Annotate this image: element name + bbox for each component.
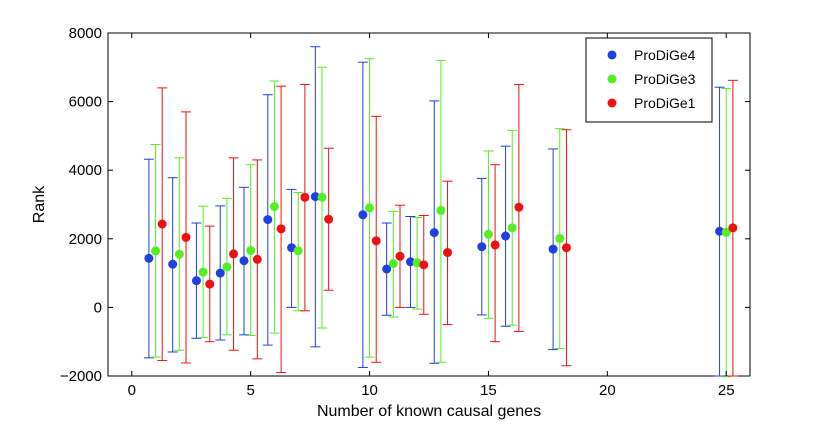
y-tick-label: 2000 bbox=[69, 231, 102, 248]
x-tick-label: 25 bbox=[718, 382, 735, 399]
data-point bbox=[252, 254, 262, 264]
data-point bbox=[310, 192, 320, 202]
data-point bbox=[501, 231, 511, 241]
data-point bbox=[174, 249, 184, 259]
legend-label: ProDiGe3 bbox=[634, 71, 696, 87]
data-point bbox=[151, 246, 161, 256]
data-point bbox=[555, 233, 565, 243]
data-point bbox=[371, 236, 381, 246]
series-prodige3 bbox=[150, 58, 732, 378]
y-axis-title: Rank bbox=[31, 185, 48, 223]
y-tick-label: 0 bbox=[94, 299, 102, 316]
data-point bbox=[388, 258, 398, 268]
data-point bbox=[317, 192, 327, 202]
legend: ProDiGe4 ProDiGe3 ProDiGe1 bbox=[585, 37, 713, 123]
data-point bbox=[144, 253, 154, 263]
data-point bbox=[293, 246, 303, 256]
data-point bbox=[365, 203, 375, 213]
x-tick-label: 0 bbox=[128, 382, 136, 399]
data-point bbox=[483, 229, 493, 239]
plot-area bbox=[107, 32, 751, 377]
data-point bbox=[205, 279, 215, 289]
legend-box bbox=[585, 37, 713, 123]
data-point bbox=[548, 244, 558, 254]
series-prodige1 bbox=[157, 79, 738, 377]
data-point bbox=[715, 226, 725, 236]
data-point bbox=[490, 240, 500, 250]
axes-layer: 0 5 10 15 20 25 −2000 0 2000 4000 6000 8000 bbox=[60, 25, 750, 399]
series-layer bbox=[143, 46, 738, 378]
data-point bbox=[382, 264, 392, 274]
data-point bbox=[222, 262, 232, 272]
x-tick-label: 10 bbox=[361, 382, 378, 399]
x-tick-label: 5 bbox=[246, 382, 254, 399]
y-tick-label: 6000 bbox=[69, 94, 102, 111]
data-point bbox=[229, 249, 239, 259]
data-point bbox=[507, 223, 517, 233]
data-point bbox=[419, 260, 429, 270]
data-point bbox=[157, 219, 167, 229]
data-point bbox=[443, 248, 453, 258]
data-point bbox=[191, 276, 201, 286]
data-point bbox=[405, 257, 415, 267]
data-point bbox=[300, 192, 310, 202]
legend-label: ProDiGe4 bbox=[634, 47, 696, 63]
x-tick-label: 15 bbox=[480, 382, 497, 399]
data-point bbox=[429, 228, 439, 238]
legend-marker bbox=[607, 50, 617, 60]
data-point bbox=[215, 268, 225, 278]
legend-marker bbox=[607, 98, 617, 108]
y-tick-label: −2000 bbox=[60, 368, 102, 385]
data-point bbox=[561, 243, 571, 253]
legend-marker bbox=[607, 74, 617, 84]
data-point bbox=[436, 205, 446, 215]
data-point bbox=[269, 202, 279, 212]
data-point bbox=[181, 232, 191, 242]
data-point bbox=[168, 259, 178, 269]
data-point bbox=[324, 214, 334, 224]
data-point bbox=[514, 202, 524, 212]
data-point bbox=[721, 227, 731, 237]
data-point bbox=[239, 256, 249, 266]
x-tick-label: 20 bbox=[599, 382, 616, 399]
y-tick-label: 4000 bbox=[69, 162, 102, 179]
data-point bbox=[358, 210, 368, 220]
series-prodige4 bbox=[143, 46, 725, 377]
data-point bbox=[395, 251, 405, 261]
x-axis-title: Number of known causal genes bbox=[317, 403, 541, 420]
y-tick-label: 8000 bbox=[69, 25, 102, 42]
plot-frame bbox=[107, 32, 751, 377]
legend-label: ProDiGe1 bbox=[634, 95, 696, 111]
data-point bbox=[198, 267, 208, 277]
data-point bbox=[477, 242, 487, 252]
data-point bbox=[276, 224, 286, 234]
data-point bbox=[728, 223, 738, 233]
data-point bbox=[263, 215, 273, 225]
data-point bbox=[246, 245, 256, 255]
